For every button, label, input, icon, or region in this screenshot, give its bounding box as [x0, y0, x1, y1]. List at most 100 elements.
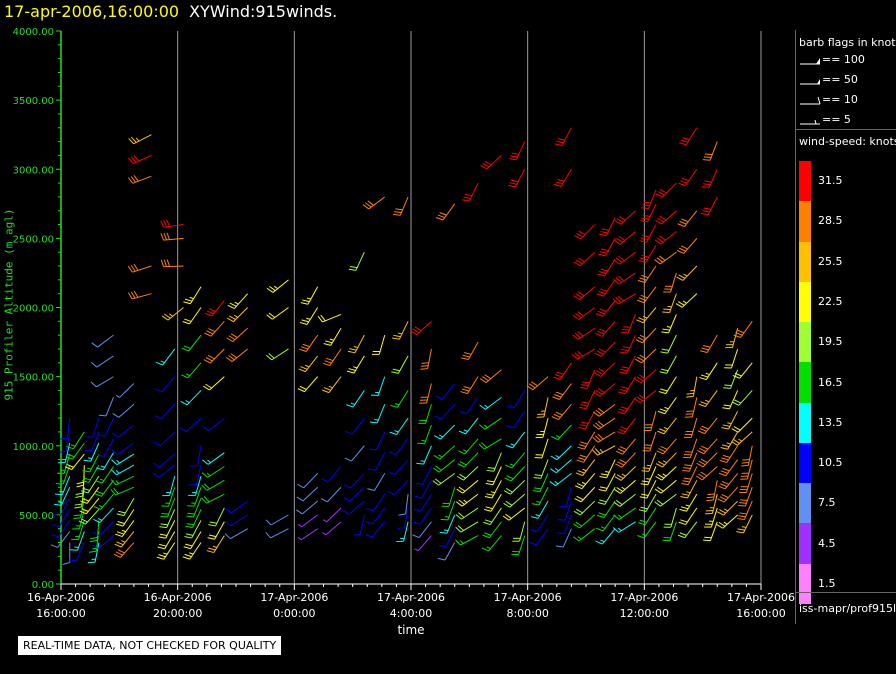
barb-feather: [662, 328, 670, 331]
barb-feather: [435, 465, 442, 471]
barb-staff: [197, 445, 202, 466]
barb-feather: [325, 340, 333, 344]
barb-staff: [578, 528, 596, 542]
wind-barb: [369, 404, 386, 424]
quality-notice: REAL-TIME DATA, NOT CHECKED FOR QUALITY: [18, 636, 282, 655]
barb-feather: [459, 540, 464, 544]
wind-barb: [718, 459, 739, 477]
barb-staff: [169, 476, 176, 496]
wind-barb: [83, 442, 100, 462]
barb-feather: [433, 454, 441, 460]
barb-feather: [60, 437, 68, 440]
barb-staff: [508, 507, 526, 521]
barb-feather: [698, 460, 706, 466]
wind-barb: [458, 438, 479, 455]
barb-feather: [459, 473, 466, 479]
barb-feather: [658, 391, 666, 395]
barb-feather: [328, 385, 333, 389]
barb-staff: [104, 417, 114, 437]
barb-staff: [599, 383, 616, 397]
barb-staff: [691, 397, 698, 417]
barb-feather: [703, 183, 711, 186]
colorbar-segment: [799, 362, 811, 403]
barb-feather: [503, 502, 510, 508]
barb-feather: [698, 473, 705, 479]
wind-barb: [662, 293, 677, 313]
barb-staff: [619, 251, 636, 265]
barb-feather: [642, 467, 650, 470]
barb-feather: [189, 552, 194, 555]
barb-staff: [579, 286, 596, 301]
wind-barb: [681, 466, 698, 486]
barb-staff: [325, 521, 342, 536]
barb-staff: [81, 487, 85, 508]
barb-staff: [465, 417, 479, 435]
barb-staff: [376, 404, 386, 424]
barb-staff: [439, 445, 456, 460]
wind-barb: [296, 500, 318, 515]
barb-feather: [601, 228, 610, 231]
barb-feather: [700, 401, 708, 405]
barb-feather: [579, 406, 587, 410]
barb-feather: [455, 501, 463, 507]
wind-barb: [73, 498, 85, 520]
barb-staff: [602, 514, 616, 532]
x-tick-label-time: 16:00:00: [736, 607, 785, 620]
barb-feather: [205, 383, 212, 389]
barb-feather: [268, 353, 275, 359]
barb-feather: [663, 427, 669, 430]
barb-feather: [657, 473, 665, 479]
barb-staff: [647, 203, 657, 223]
barb-feather: [616, 487, 624, 492]
barb-staff: [606, 459, 616, 478]
barb-feather: [677, 301, 685, 306]
barb-staff: [561, 127, 572, 146]
barb-feather: [115, 394, 120, 398]
barb-feather: [346, 370, 355, 374]
barb-feather: [721, 480, 730, 485]
barb-staff: [515, 141, 526, 160]
wind-barb: [640, 203, 657, 223]
barb-feather: [638, 522, 646, 526]
barb-feather: [410, 330, 417, 336]
barb-feather: [554, 394, 562, 398]
barb-feather: [641, 207, 649, 210]
barb-staff: [558, 383, 572, 400]
barb-feather: [557, 178, 565, 182]
barb-feather: [557, 138, 565, 141]
barb-staff: [64, 442, 71, 463]
barb-staff: [598, 403, 616, 417]
barb-feather: [343, 497, 351, 502]
barb-staff: [427, 348, 432, 369]
barb-staff: [163, 265, 184, 268]
barb-staff: [563, 514, 572, 534]
barb-feather: [190, 464, 198, 467]
barb-feather: [459, 410, 467, 415]
barb-staff: [448, 487, 456, 507]
barb-staff: [466, 397, 479, 415]
barb-feather: [322, 519, 327, 523]
barb-staff: [604, 258, 616, 277]
barb-feather: [614, 489, 621, 494]
barb-feather: [420, 368, 428, 370]
barb-staff: [621, 452, 636, 468]
barb-feather: [326, 357, 334, 362]
barb-feather: [342, 509, 350, 515]
wind-barb: [701, 169, 718, 189]
barb-staff: [702, 466, 718, 481]
barb-feather: [740, 499, 748, 501]
barb-feather: [531, 381, 538, 387]
barb-feather: [735, 332, 743, 336]
barb-staff: [375, 431, 386, 451]
barb-staff: [445, 528, 456, 547]
wind-barb: [398, 494, 409, 516]
barb-feather: [637, 279, 645, 284]
barb-feather: [349, 265, 358, 269]
barb-feather: [67, 453, 75, 458]
barb-staff: [90, 442, 100, 462]
barb-feather: [83, 477, 91, 481]
barb-feather: [484, 495, 493, 499]
barb-staff: [61, 475, 71, 495]
legend-divider: [796, 129, 896, 130]
barb-feather: [723, 508, 729, 512]
